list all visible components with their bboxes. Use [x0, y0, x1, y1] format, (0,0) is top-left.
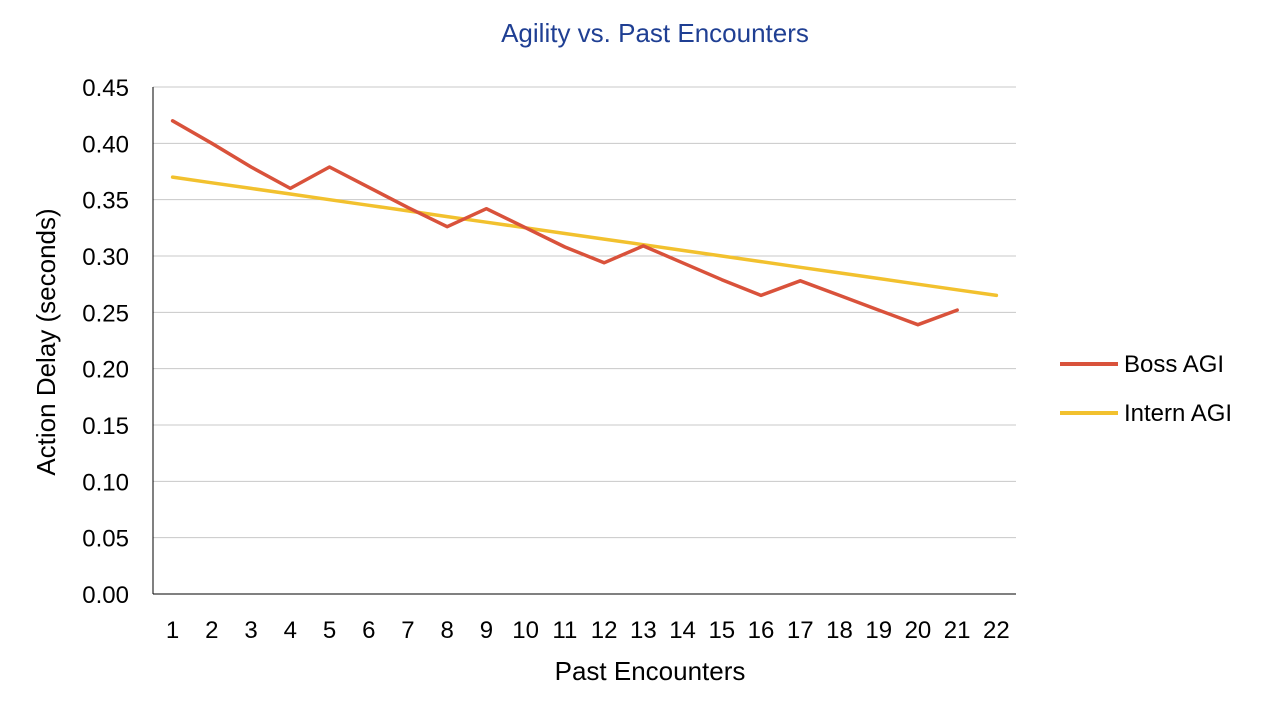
legend-label-boss-agi: Boss AGI [1124, 351, 1224, 378]
y-tick-labels: 0.00 0.05 0.10 0.15 0.20 0.25 0.30 0.35 0.40 0.45 [82, 75, 129, 609]
y-tick-label: 0.40 [82, 131, 129, 158]
legend-label-intern-agi: Intern AGI [1124, 400, 1232, 427]
x-tick-label: 5 [323, 617, 336, 644]
x-tick-label: 12 [591, 617, 618, 644]
y-tick-label: 0.00 [82, 582, 129, 609]
axes [152, 87, 1016, 595]
y-tick-label: 0.20 [82, 357, 129, 384]
x-tick-label: 8 [441, 617, 454, 644]
x-tick-label: 1 [166, 617, 179, 644]
x-tick-label: 17 [787, 617, 814, 644]
x-axis-title: Past Encounters [555, 656, 746, 686]
y-tick-label: 0.35 [82, 188, 129, 215]
x-tick-label: 18 [826, 617, 853, 644]
y-tick-label: 0.05 [82, 526, 129, 553]
x-tick-label: 3 [244, 617, 257, 644]
y-axis-title: Action Delay (seconds) [31, 208, 61, 475]
x-tick-label: 4 [284, 617, 297, 644]
x-tick-labels: 1 2 3 4 5 6 7 8 9 10 11 12 13 14 15 16 17 18 19 20 21 22 [166, 617, 1010, 644]
x-tick-label: 10 [512, 617, 539, 644]
series-lines [170, 119, 999, 327]
y-tick-label: 0.30 [82, 244, 129, 271]
legend-item-intern-agi: Intern AGI [1060, 400, 1232, 427]
x-tick-label: 11 [552, 617, 577, 644]
series-line-boss-agi [170, 119, 959, 327]
series-line-intern-agi [170, 175, 999, 298]
x-tick-label: 2 [205, 617, 218, 644]
y-tick-label: 0.45 [82, 75, 129, 102]
x-tick-label: 22 [983, 617, 1010, 644]
y-tick-label: 0.15 [82, 413, 129, 440]
legend: Boss AGI Intern AGI [1060, 351, 1232, 427]
x-tick-label: 9 [480, 617, 493, 644]
legend-item-boss-agi: Boss AGI [1060, 351, 1224, 378]
x-tick-label: 7 [401, 617, 414, 644]
x-tick-label: 16 [748, 617, 775, 644]
y-tick-label: 0.10 [82, 469, 129, 496]
x-tick-label: 6 [362, 617, 375, 644]
x-tick-label: 14 [669, 617, 696, 644]
y-tick-label: 0.25 [82, 300, 129, 327]
x-tick-label: 20 [905, 617, 932, 644]
x-tick-label: 19 [865, 617, 892, 644]
x-tick-label: 13 [630, 617, 657, 644]
x-tick-label: 15 [708, 617, 735, 644]
chart-title: Agility vs. Past Encounters [501, 18, 809, 48]
x-tick-label: 21 [944, 617, 971, 644]
